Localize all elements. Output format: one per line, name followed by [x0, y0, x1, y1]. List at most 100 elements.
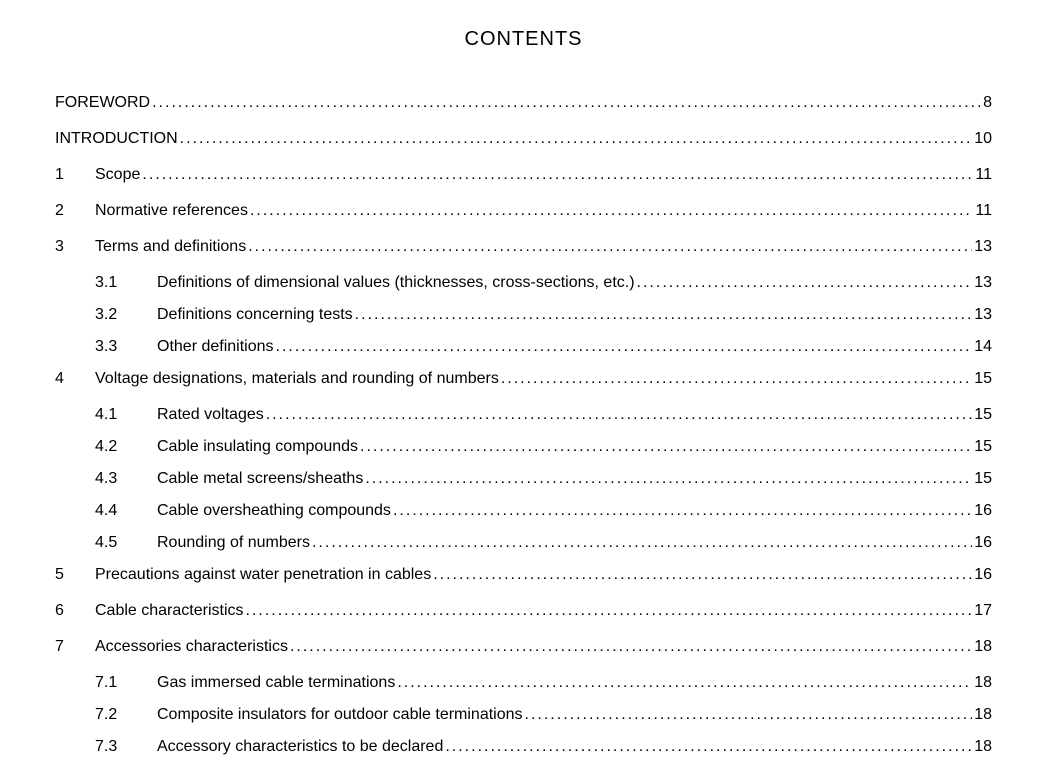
toc-entry-page: 14 — [972, 335, 992, 359]
toc-leader-dots — [363, 467, 972, 491]
toc-entry-label: Voltage designations, materials and roun… — [95, 367, 499, 391]
toc-entry: 3.1Definitions of dimensional values (th… — [55, 271, 992, 295]
toc-entry-label: Cable oversheathing compounds — [157, 499, 391, 523]
toc-leader-dots — [140, 163, 973, 187]
toc-entry-page: 16 — [972, 531, 992, 555]
toc-leader-dots — [288, 635, 972, 659]
toc-entry-number: 2 — [55, 199, 95, 223]
page-title: CONTENTS — [55, 28, 992, 51]
toc-entry: 7.3Accessory characteristics to be decla… — [55, 735, 992, 759]
toc-entry: 4.2Cable insulating compounds 15 — [55, 435, 992, 459]
toc-entry-number: 3.2 — [95, 303, 157, 327]
toc-entry-page: 18 — [972, 735, 992, 759]
toc-entry-label: Terms and definitions — [95, 235, 246, 259]
toc-leader-dots — [264, 403, 972, 427]
toc-entry-number: 4.1 — [95, 403, 157, 427]
toc-entry-page: 15 — [972, 435, 992, 459]
toc-entry-label: Gas immersed cable terminations — [157, 671, 395, 695]
toc-entry: 7.2Composite insulators for outdoor cabl… — [55, 703, 992, 727]
toc-entry: 7Accessories characteristics 18 — [55, 635, 992, 659]
toc-leader-dots — [431, 563, 972, 587]
toc-entry: 1Scope 11 — [55, 163, 992, 187]
toc-entry: 6Cable characteristics 17 — [55, 599, 992, 623]
toc-entry-label: Definitions concerning tests — [157, 303, 353, 327]
toc-entry-page: 11 — [973, 163, 992, 187]
toc-leader-dots — [395, 671, 972, 695]
toc-entry-label: Precautions against water penetration in… — [95, 563, 431, 587]
toc-entry: INTRODUCTION 10 — [55, 127, 992, 151]
toc-entry-number: 5 — [55, 563, 95, 587]
toc-leader-dots — [353, 303, 973, 327]
toc-entry-label: INTRODUCTION — [55, 127, 178, 151]
toc-entry-number: 6 — [55, 599, 95, 623]
toc-entry: FOREWORD 8 — [55, 91, 992, 115]
toc-entry-number: 4.5 — [95, 531, 157, 555]
toc-entry-page: 8 — [981, 91, 992, 115]
toc-leader-dots — [248, 199, 973, 223]
toc-entry-label: FOREWORD — [55, 91, 150, 115]
toc-leader-dots — [244, 599, 973, 623]
toc-entry-page: 18 — [972, 635, 992, 659]
toc-leader-dots — [635, 271, 973, 295]
toc-entry-page: 18 — [972, 671, 992, 695]
toc-entry-page: 15 — [972, 367, 992, 391]
toc-leader-dots — [499, 367, 972, 391]
toc-leader-dots — [310, 531, 972, 555]
toc-entry-label: Rated voltages — [157, 403, 264, 427]
toc-entry-page: 13 — [972, 235, 992, 259]
toc-entry-number: 7 — [55, 635, 95, 659]
toc-entry: 5Precautions against water penetration i… — [55, 563, 992, 587]
toc-entry-number: 3.1 — [95, 271, 157, 295]
toc-entry-page: 13 — [972, 271, 992, 295]
toc-entry-label: Rounding of numbers — [157, 531, 310, 555]
toc-entry-label: Normative references — [95, 199, 248, 223]
toc-entry: 4.3Cable metal screens/sheaths 15 — [55, 467, 992, 491]
toc-leader-dots — [150, 91, 981, 115]
toc-entry-number: 7.1 — [95, 671, 157, 695]
toc-leader-dots — [178, 127, 973, 151]
toc-entry-page: 16 — [972, 563, 992, 587]
toc-entry-number: 7.2 — [95, 703, 157, 727]
toc-entry: 3.2Definitions concerning tests 13 — [55, 303, 992, 327]
toc-entry-page: 15 — [972, 467, 992, 491]
toc-entry-label: Definitions of dimensional values (thick… — [157, 271, 635, 295]
toc-entry-number: 4 — [55, 367, 95, 391]
toc-entry-number: 3.3 — [95, 335, 157, 359]
toc-entry-page: 10 — [972, 127, 992, 151]
toc-entry-label: Accessories characteristics — [95, 635, 288, 659]
table-of-contents: FOREWORD8INTRODUCTION101Scope112Normativ… — [55, 91, 992, 759]
toc-entry-page: 16 — [972, 499, 992, 523]
toc-entry-number: 1 — [55, 163, 95, 187]
toc-leader-dots — [358, 435, 972, 459]
toc-entry: 4Voltage designations, materials and rou… — [55, 367, 992, 391]
toc-entry-page: 18 — [972, 703, 992, 727]
toc-entry-page: 17 — [972, 599, 992, 623]
toc-entry-label: Other definitions — [157, 335, 274, 359]
toc-entry: 4.4Cable oversheathing compounds 16 — [55, 499, 992, 523]
toc-leader-dots — [391, 499, 972, 523]
toc-entry-number: 4.2 — [95, 435, 157, 459]
toc-entry: 3Terms and definitions 13 — [55, 235, 992, 259]
toc-entry: 2Normative references 11 — [55, 199, 992, 223]
toc-entry-page: 15 — [972, 403, 992, 427]
toc-entry-page: 11 — [973, 199, 992, 223]
toc-leader-dots — [523, 703, 973, 727]
toc-entry: 4.1Rated voltages 15 — [55, 403, 992, 427]
toc-entry-page: 13 — [972, 303, 992, 327]
toc-entry-number: 3 — [55, 235, 95, 259]
toc-entry-label: Accessory characteristics to be declared — [157, 735, 443, 759]
toc-leader-dots — [274, 335, 973, 359]
toc-entry-label: Cable characteristics — [95, 599, 244, 623]
toc-entry-label: Scope — [95, 163, 140, 187]
toc-leader-dots — [443, 735, 972, 759]
toc-entry-label: Cable metal screens/sheaths — [157, 467, 363, 491]
toc-entry-label: Composite insulators for outdoor cable t… — [157, 703, 523, 727]
toc-entry: 3.3Other definitions 14 — [55, 335, 992, 359]
toc-entry-number: 4.3 — [95, 467, 157, 491]
toc-entry: 7.1Gas immersed cable terminations 18 — [55, 671, 992, 695]
toc-entry-number: 4.4 — [95, 499, 157, 523]
toc-entry-label: Cable insulating compounds — [157, 435, 358, 459]
toc-entry-number: 7.3 — [95, 735, 157, 759]
toc-leader-dots — [246, 235, 972, 259]
toc-entry: 4.5Rounding of numbers 16 — [55, 531, 992, 555]
